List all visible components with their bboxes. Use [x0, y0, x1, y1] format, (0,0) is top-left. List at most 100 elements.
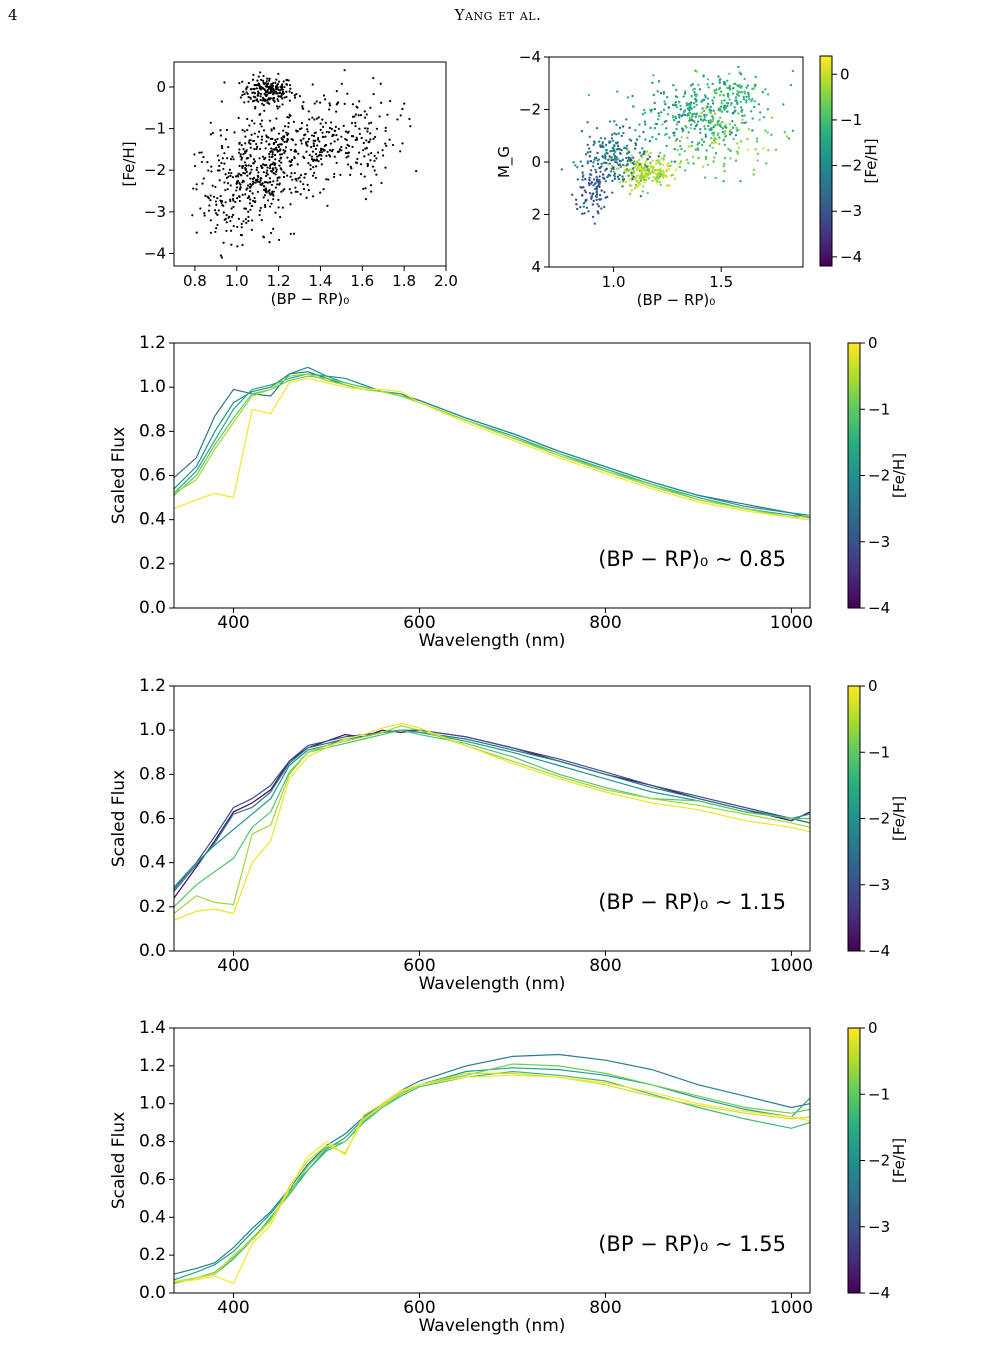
scatter-point: [259, 122, 262, 126]
scatter-point: [317, 160, 320, 163]
scatter-point: [635, 179, 638, 182]
scatter-point: [706, 163, 710, 167]
scatter-point: [673, 134, 676, 137]
scatter-point: [688, 106, 691, 109]
scatter-point: [622, 180, 625, 183]
scatter-point: [708, 108, 711, 111]
scatter-point: [334, 125, 337, 128]
scatter-point: [203, 214, 206, 217]
scatter-point: [195, 183, 198, 186]
scatter-point: [289, 175, 292, 178]
scatter-point: [275, 117, 278, 120]
scatter-point: [308, 118, 311, 121]
scatter-point: [752, 173, 755, 176]
scatter-point: [293, 157, 296, 160]
scatter-point: [728, 72, 731, 75]
scatter-point: [275, 168, 278, 171]
scatter-point: [257, 100, 260, 103]
scatter-point: [296, 163, 299, 166]
scatter-point: [741, 108, 744, 112]
scatter-point: [246, 184, 250, 187]
scatter-point: [240, 222, 243, 226]
scatter-point: [234, 200, 237, 204]
scatter-point: [381, 149, 384, 152]
scatter-point: [659, 92, 663, 95]
scatter-point: [729, 149, 732, 153]
scatter-point: [692, 101, 696, 105]
scatter-point: [591, 215, 595, 219]
scatter-point: [294, 186, 297, 189]
scatter-point: [594, 181, 597, 185]
scatter-point: [289, 148, 293, 152]
scatter-point: [693, 112, 696, 115]
scatter-point: [408, 117, 411, 121]
scatter-point: [276, 143, 280, 146]
scatter-point: [337, 127, 340, 130]
scatter-point: [644, 123, 647, 126]
scatter-point: [582, 205, 586, 208]
scatter-point: [756, 159, 759, 162]
scatter-point: [657, 161, 660, 164]
scatter-point: [375, 157, 378, 160]
scatter-point: [231, 197, 235, 200]
scatter-point: [595, 185, 598, 189]
scatter-point: [209, 219, 212, 222]
scatter-point: [285, 78, 288, 82]
scatter-point: [656, 90, 659, 93]
scatter-point: [604, 196, 607, 199]
scatter-point: [633, 147, 637, 150]
scatter-point: [630, 173, 634, 177]
series-line: [173, 729, 811, 899]
scatter-point: [719, 122, 722, 126]
scatter-point: [613, 120, 616, 123]
scatter-point: [270, 202, 273, 205]
scatter-point: [718, 78, 722, 81]
scatter-point: [724, 134, 728, 137]
scatter-point: [598, 178, 601, 182]
scatter-point: [580, 129, 584, 133]
scatter-point: [330, 127, 333, 131]
scatter-point: [243, 161, 246, 164]
scatter-point: [619, 165, 622, 169]
scatter-point: [346, 92, 349, 95]
scatter-point: [254, 178, 258, 182]
scatter-point: [737, 94, 740, 97]
scatter-point: [665, 175, 669, 178]
scatter-point: [259, 85, 262, 88]
scatter-point: [303, 134, 306, 137]
y-tick-label: 0: [156, 78, 166, 96]
scatter-point: [638, 163, 642, 166]
scatter-point: [302, 155, 305, 158]
scatter-point: [273, 127, 276, 130]
scatter-point: [240, 226, 243, 229]
scatter-point: [734, 96, 738, 99]
x-tick-label: 400: [217, 956, 249, 976]
scatter-point: [683, 113, 687, 117]
scatter-point: [216, 169, 220, 172]
scatter-point: [239, 183, 242, 186]
scatter-point: [231, 155, 234, 158]
scatter-point: [633, 187, 637, 190]
scatter-point: [747, 148, 750, 152]
scatter-point: [638, 158, 641, 162]
scatter-point: [300, 121, 304, 125]
scatter-point: [310, 146, 313, 149]
scatter-point: [280, 94, 283, 97]
scatter-point: [279, 215, 282, 219]
y-tick-label: 1.4: [139, 1018, 166, 1038]
scatter-point: [713, 112, 717, 115]
scatter-point: [211, 184, 214, 187]
scatter-point: [705, 149, 708, 152]
scatter-point: [584, 198, 588, 202]
scatter-point: [625, 144, 629, 148]
scatter-point: [635, 168, 639, 172]
scatter-point: [264, 99, 267, 103]
scatter-point: [729, 103, 733, 107]
scatter-point: [751, 129, 754, 132]
scatter-point: [697, 156, 700, 160]
scatter-point: [739, 180, 742, 183]
scatter-point: [716, 123, 720, 126]
scatter-point: [662, 92, 666, 96]
scatter-point: [240, 173, 243, 177]
scatter-point: [695, 113, 698, 116]
